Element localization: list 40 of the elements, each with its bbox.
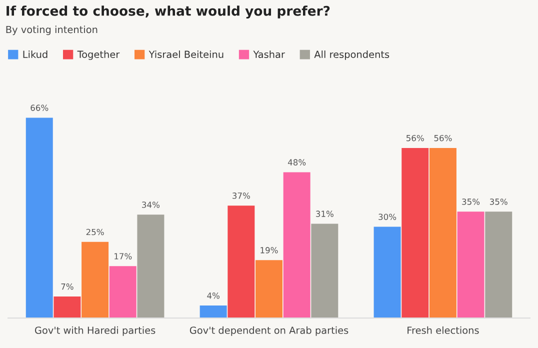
bar	[256, 260, 282, 318]
bar	[402, 148, 429, 318]
data-label: 31%	[316, 210, 334, 217]
chart-subtitle: By voting intention	[6, 26, 98, 36]
x-tick-label: Gov't with Haredi parties	[34, 326, 156, 336]
bar	[228, 206, 255, 318]
bar	[457, 212, 484, 318]
bar	[82, 242, 109, 318]
data-label: 17%	[114, 253, 132, 260]
data-label: 48%	[288, 159, 306, 166]
data-label: 66%	[30, 104, 48, 111]
data-label: 19%	[260, 247, 278, 254]
legend-label: Yashar	[253, 50, 285, 58]
data-label: 7%	[61, 283, 74, 290]
x-tick-label: Gov't dependent on Arab parties	[190, 326, 348, 336]
data-label: 4%	[207, 292, 220, 299]
x-tick-label: Fresh elections	[408, 326, 479, 334]
data-label: 34%	[142, 202, 160, 208]
data-label: 25%	[86, 228, 104, 236]
bar	[26, 118, 53, 318]
chart-title: If forced to choose, what would you prefer?	[6, 6, 330, 19]
data-label: 30%	[378, 214, 396, 220]
bar	[429, 148, 456, 318]
bar	[374, 226, 401, 318]
data-label: 35%	[462, 198, 480, 205]
data-label: 56%	[406, 134, 424, 142]
legend-label: Yisrael Beiteinu	[148, 50, 224, 58]
legend-label: All respondents	[314, 50, 390, 60]
bar	[54, 296, 81, 318]
bar	[137, 214, 164, 318]
bar	[311, 224, 338, 318]
bar	[485, 212, 512, 318]
bar	[109, 266, 136, 318]
bar	[200, 306, 227, 318]
data-label: 37%	[232, 192, 250, 199]
bar	[283, 172, 310, 318]
data-label: 35%	[490, 198, 508, 205]
legend-label: Together	[77, 50, 120, 60]
legend-label: Likud	[23, 50, 48, 58]
data-label: 56%	[434, 134, 452, 142]
